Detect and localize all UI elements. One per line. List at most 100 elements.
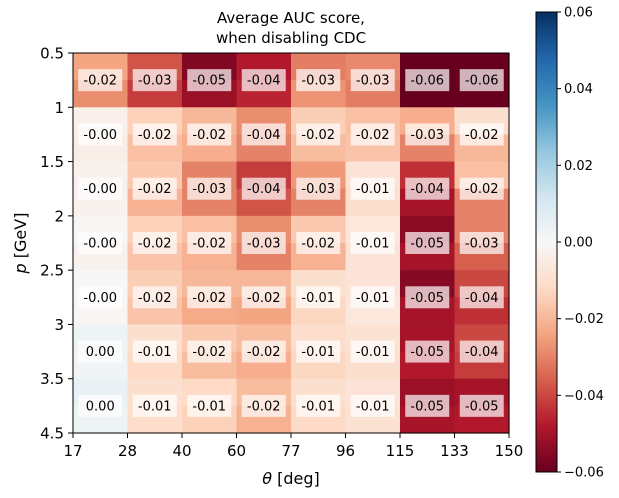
y-axis-label: p [GeV] — [11, 213, 30, 275]
cell-value-label: -0.03 — [241, 232, 286, 254]
cell-value-label: -0.02 — [187, 286, 232, 309]
y-tick-label: 3.5 — [40, 370, 64, 388]
x-tick-label: 133 — [440, 442, 469, 460]
colorbar-tick-label: 0.06 — [564, 6, 593, 21]
y-tick-label: 1.5 — [40, 153, 64, 171]
colorbar-tick-label: 0.00 — [564, 236, 593, 251]
cell-value-label: -0.02 — [187, 232, 232, 254]
cell-value-label: -0.02 — [459, 123, 504, 146]
cell-value-label: -0.01 — [296, 340, 341, 363]
svg-text:-0.01: -0.01 — [301, 345, 335, 360]
svg-text:-0.02: -0.02 — [247, 291, 281, 306]
cell-value-label: -0.01 — [350, 340, 395, 363]
y-tick-label: 1 — [54, 99, 64, 117]
cell-value-label: -0.03 — [187, 177, 232, 200]
colorbar-tick-label: 0.02 — [564, 159, 593, 174]
svg-text:-0.01: -0.01 — [356, 399, 390, 414]
cell-value-label: -0.06 — [405, 69, 450, 92]
cell-value-label: -0.02 — [132, 286, 177, 309]
cell-value-label: -0.06 — [459, 69, 504, 92]
cell-value-label: -0.03 — [405, 123, 450, 146]
cell-value-label: -0.01 — [296, 286, 341, 309]
svg-text:-0.00: -0.00 — [83, 182, 117, 197]
colorbar-ticks: 0.06 0.04 0.02 0.00 −0.02 −0.04 −0.06 — [557, 6, 604, 481]
y-tick-label: 0.5 — [40, 45, 64, 63]
y-tick-label: 2.5 — [40, 262, 64, 280]
cell-labels: -0.02 -0.03 -0.05 -0.04 -0.03 -0.03 -0.06 -0.06… — [78, 69, 504, 417]
x-tick-label: 40 — [172, 442, 191, 460]
svg-text:-0.02: -0.02 — [301, 128, 335, 143]
cell-value-label: -0.01 — [350, 177, 395, 200]
svg-text:-0.04: -0.04 — [465, 291, 499, 306]
cell-value-label: -0.05 — [405, 232, 450, 254]
x-tick-label: 115 — [386, 442, 415, 460]
cell-value-label: -0.00 — [78, 232, 123, 254]
svg-text:-0.02: -0.02 — [138, 291, 172, 306]
cell-value-label: -0.04 — [241, 69, 286, 92]
y-tick-label: 4.5 — [40, 425, 64, 443]
svg-text:-0.05: -0.05 — [192, 74, 226, 89]
svg-text:-0.05: -0.05 — [465, 399, 499, 414]
cell-value-label: -0.01 — [296, 394, 341, 417]
y-tick-label: 3 — [54, 316, 64, 334]
cell-value-label: -0.01 — [132, 394, 177, 417]
svg-text:-0.06: -0.06 — [465, 74, 499, 89]
svg-text:-0.03: -0.03 — [301, 182, 335, 197]
cell-value-label: -0.01 — [350, 394, 395, 417]
svg-text:-0.02: -0.02 — [192, 345, 226, 360]
cell-value-label: -0.05 — [405, 394, 450, 417]
x-tick-label: 150 — [495, 442, 524, 460]
cell-value-label: -0.04 — [405, 177, 450, 200]
svg-text:0.00: 0.00 — [86, 345, 115, 360]
x-tick-label: 28 — [118, 442, 137, 460]
cell-value-label: -0.04 — [241, 123, 286, 146]
cell-value-label: -0.04 — [241, 177, 286, 200]
x-axis-ticks: 17 28 40 60 77 96 115 133 150 — [63, 433, 523, 460]
cell-value-label: -0.01 — [350, 232, 395, 254]
svg-text:-0.02: -0.02 — [138, 182, 172, 197]
colorbar-tick-label: −0.04 — [564, 389, 604, 404]
svg-text:-0.01: -0.01 — [356, 182, 390, 197]
cell-value-label: -0.00 — [78, 123, 123, 146]
cell-value-label: -0.03 — [459, 232, 504, 254]
svg-text:-0.04: -0.04 — [465, 345, 499, 360]
svg-text:-0.05: -0.05 — [410, 291, 444, 306]
cell-value-label: -0.05 — [187, 69, 232, 92]
svg-text:-0.02: -0.02 — [138, 128, 172, 143]
svg-text:-0.01: -0.01 — [356, 345, 390, 360]
cell-value-label: -0.02 — [350, 123, 395, 146]
svg-text:-0.03: -0.03 — [138, 74, 172, 89]
cell-value-label: -0.01 — [187, 394, 232, 417]
cell-value-label: 0.00 — [78, 394, 123, 417]
svg-text:-0.02: -0.02 — [465, 182, 499, 197]
y-axis-ticks: 0.5 1 1.5 2 2.5 3 3.5 4.5 — [40, 45, 73, 443]
cell-value-label: -0.02 — [296, 232, 341, 254]
svg-text:-0.00: -0.00 — [83, 128, 117, 143]
svg-text:-0.02: -0.02 — [247, 399, 281, 414]
svg-text:-0.04: -0.04 — [247, 182, 281, 197]
cell-value-label: -0.00 — [78, 177, 123, 200]
x-tick-label: 17 — [63, 442, 82, 460]
colorbar-tick-label: −0.06 — [564, 466, 604, 481]
svg-text:-0.04: -0.04 — [247, 74, 281, 89]
svg-text:-0.01: -0.01 — [301, 399, 335, 414]
y-tick-label: 2 — [54, 207, 64, 225]
svg-text:-0.01: -0.01 — [356, 237, 390, 252]
chart-title-line-1: Average AUC score, — [217, 9, 365, 27]
svg-text:-0.03: -0.03 — [301, 74, 335, 89]
svg-text:-0.06: -0.06 — [410, 74, 444, 89]
svg-text:-0.01: -0.01 — [138, 345, 172, 360]
svg-text:-0.02: -0.02 — [247, 345, 281, 360]
svg-text:-0.02: -0.02 — [83, 74, 117, 89]
cell-value-label: -0.02 — [296, 123, 341, 146]
svg-text:-0.03: -0.03 — [192, 182, 226, 197]
svg-text:-0.02: -0.02 — [301, 237, 335, 252]
cell-value-label: -0.03 — [132, 69, 177, 92]
svg-text:-0.03: -0.03 — [356, 74, 390, 89]
cell-value-label: -0.00 — [78, 286, 123, 309]
cell-value-label: -0.02 — [241, 340, 286, 363]
svg-text:-0.04: -0.04 — [247, 128, 281, 143]
svg-text:-0.02: -0.02 — [465, 128, 499, 143]
svg-text:-0.00: -0.00 — [83, 291, 117, 306]
